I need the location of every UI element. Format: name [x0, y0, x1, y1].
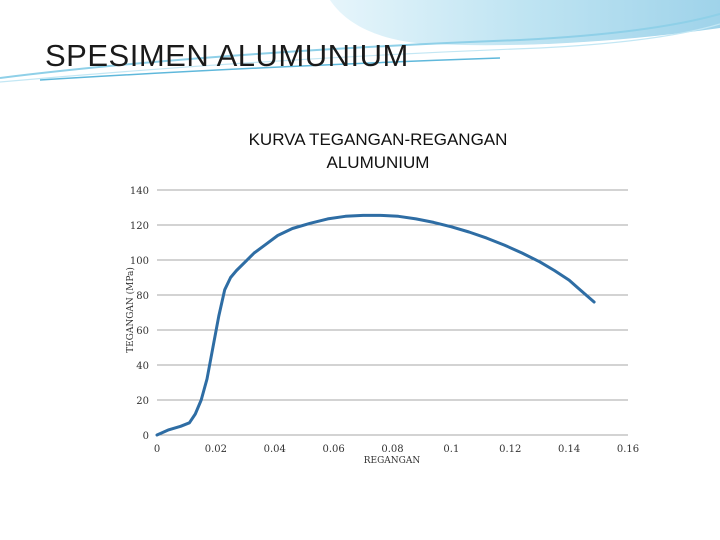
x-tick-label: 0.02 [205, 444, 227, 455]
header-wave-band [330, 0, 720, 46]
y-tick-label: 20 [136, 396, 149, 407]
chart-title-line-1: KURVA TEGANGAN-REGANGAN [249, 130, 508, 149]
y-axis-ticks: 0 20 40 60 80 100 120 140 [130, 186, 149, 442]
gridlines [157, 189, 628, 436]
y-tick-label: 60 [136, 326, 149, 337]
x-tick-label: 0.14 [558, 444, 580, 455]
chart-title-line-2: ALUMUNIUM [327, 153, 430, 172]
y-tick-label: 100 [130, 256, 149, 267]
header-swoosh [0, 13, 720, 79]
x-tick-label: 0.06 [322, 444, 344, 455]
y-tick-label: 40 [136, 361, 149, 372]
x-tick-label: 0.08 [381, 444, 403, 455]
x-tick-label: 0 [154, 444, 160, 455]
page-title: SPESIMEN ALUMUNIUM [45, 38, 409, 73]
x-tick-label: 0.1 [443, 444, 459, 455]
slide-header-decoration [0, 0, 720, 83]
y-tick-label: 80 [136, 291, 149, 302]
series-line-stress-strain [155, 213, 596, 437]
x-axis-title: REGANGAN [364, 456, 421, 466]
x-axis-ticks: 0 0.02 0.04 0.06 0.08 0.1 0.12 0.14 0.16 [154, 444, 639, 455]
x-tick-label: 0.04 [264, 444, 286, 455]
y-axis-title: TEGANGAN (MPa) [125, 267, 136, 353]
y-tick-label: 120 [130, 221, 149, 232]
y-tick-label: 140 [130, 186, 149, 197]
header-swoosh-thin [0, 23, 720, 83]
x-tick-label: 0.16 [617, 444, 639, 455]
title-underline [39, 57, 501, 81]
x-tick-label: 0.12 [499, 444, 521, 455]
y-tick-label: 0 [143, 431, 149, 442]
